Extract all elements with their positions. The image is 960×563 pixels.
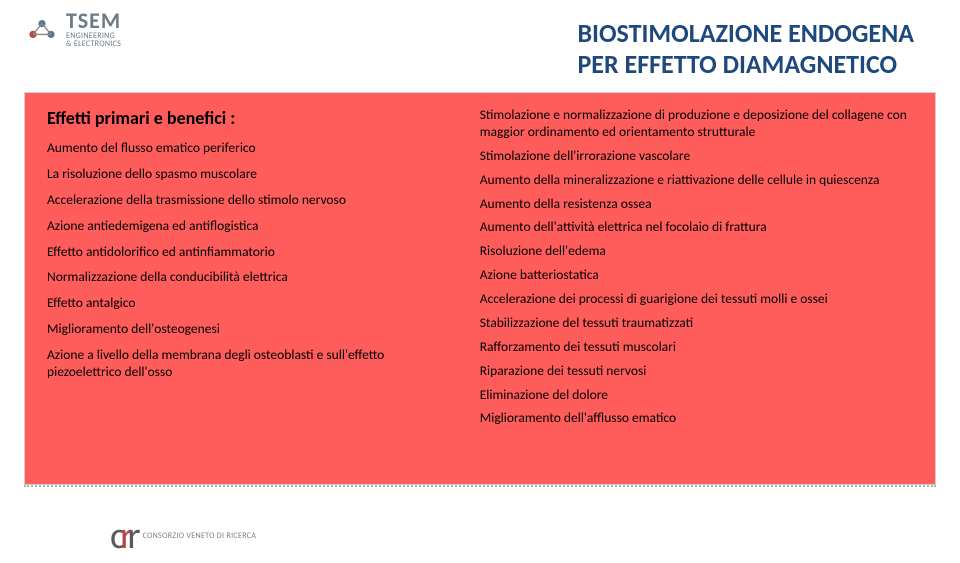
- left-item: La risoluzione dello spasmo muscolare: [47, 166, 460, 183]
- brand-name: TSEM: [66, 10, 121, 32]
- content-panel: Effetti primari e benefici : Aumento del…: [24, 92, 936, 485]
- left-item: Azione a livello della membrana degli os…: [47, 347, 460, 381]
- left-item: Accelerazione della trasmissione dello s…: [47, 192, 460, 209]
- right-item: Aumento della mineralizzazione e riattiv…: [480, 172, 913, 189]
- page-title-line1: BIOSTIMOLAZIONE ENDOGENA: [577, 18, 914, 49]
- footer-logo-icon: crr: [110, 517, 135, 555]
- left-column: Effetti primari e benefici : Aumento del…: [47, 107, 460, 474]
- left-item: Aumento del flusso ematico periferico: [47, 140, 460, 157]
- brand-logo: TSEM ENGINEERING & ELECTRONICS: [24, 10, 121, 48]
- right-item: Aumento dell'attività elettrica nel foco…: [480, 219, 913, 236]
- footer-text: CONSORZIO VENETO DI RICERCA: [143, 531, 257, 541]
- left-item: Azione antiedemigena ed antiflogistica: [47, 218, 460, 235]
- right-item: Riparazione dei tessuti nervosi: [480, 363, 913, 380]
- left-item: Effetto antidolorifico ed antinfiammator…: [47, 244, 460, 261]
- page-title-line2: PER EFFETTO DIAMAGNETICO: [577, 49, 914, 80]
- left-heading: Effetti primari e benefici :: [47, 107, 460, 129]
- brand-logo-icon: [24, 11, 60, 47]
- divider: [24, 485, 936, 487]
- right-item: Stimolazione e normalizzazione di produz…: [480, 107, 913, 141]
- right-item: Miglioramento dell'afflusso ematico: [480, 410, 913, 427]
- right-item: Stimolazione dell'irrorazione vascolare: [480, 148, 913, 165]
- left-item: Normalizzazione della conducibilità elet…: [47, 269, 460, 286]
- right-item: Risoluzione dell'edema: [480, 243, 913, 260]
- right-item: Eliminazione del dolore: [480, 387, 913, 404]
- page-title: BIOSTIMOLAZIONE ENDOGENA PER EFFETTO DIA…: [577, 18, 914, 79]
- right-item: Accelerazione dei processi di guarigione…: [480, 291, 913, 308]
- left-item: Effetto antalgico: [47, 295, 460, 312]
- right-item: Stabilizzazione del tessuti traumatizzat…: [480, 315, 913, 332]
- brand-tagline-2: & ELECTRONICS: [66, 40, 121, 48]
- right-item: Rafforzamento dei tessuti muscolari: [480, 339, 913, 356]
- right-column: Stimolazione e normalizzazione di produz…: [480, 107, 913, 474]
- left-item: Miglioramento dell'osteogenesi: [47, 321, 460, 338]
- right-item: Aumento della resistenza ossea: [480, 196, 913, 213]
- right-item: Azione batteriostatica: [480, 267, 913, 284]
- footer-logo: crr CONSORZIO VENETO DI RICERCA: [110, 517, 256, 555]
